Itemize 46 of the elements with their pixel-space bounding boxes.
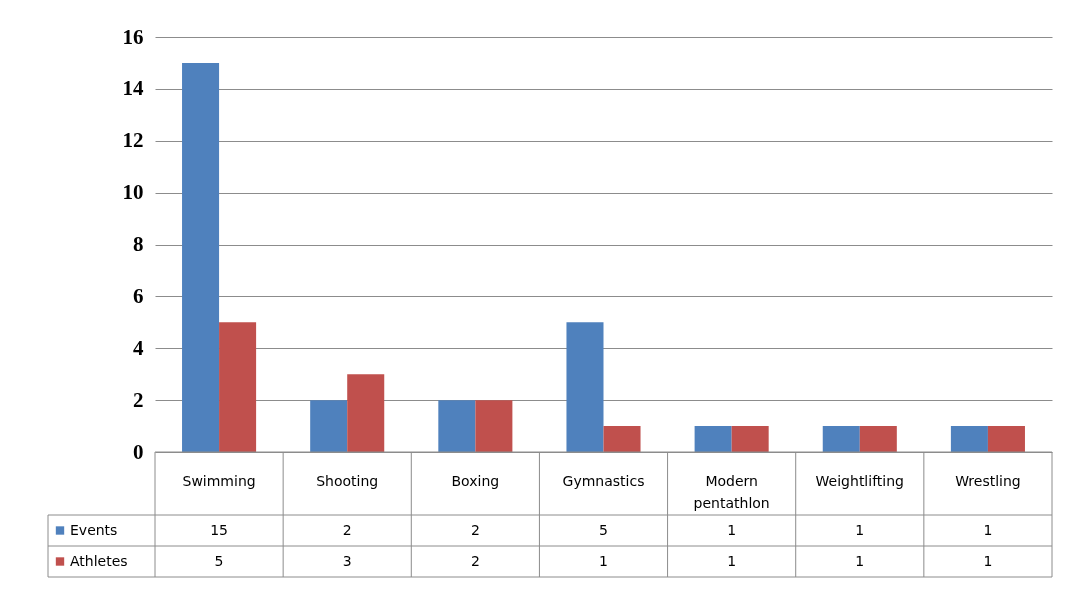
bar bbox=[859, 426, 897, 452]
y-tick-label: 8 bbox=[133, 232, 144, 256]
data-label: 2 bbox=[470, 552, 480, 569]
y-tick-label: 10 bbox=[122, 180, 144, 205]
data-label: 5 bbox=[599, 521, 608, 538]
bar bbox=[566, 322, 604, 452]
data-label: 2 bbox=[470, 521, 480, 538]
bar bbox=[219, 322, 257, 452]
data-label: 1 bbox=[983, 521, 993, 538]
y-tick-label: 2 bbox=[133, 387, 144, 412]
y-tick-label: 16 bbox=[122, 24, 144, 49]
y-tick-label: 0 bbox=[133, 439, 144, 464]
x-tick-label: Gymnastics bbox=[562, 472, 645, 489]
data-label: 2 bbox=[342, 521, 352, 538]
bar bbox=[731, 426, 769, 452]
bar bbox=[822, 426, 860, 452]
bar bbox=[603, 426, 641, 452]
data-label: 1 bbox=[727, 552, 737, 569]
data-label: 15 bbox=[210, 521, 228, 538]
data-label: 1 bbox=[983, 552, 993, 569]
y-tick-label: 4 bbox=[133, 335, 144, 360]
bar bbox=[950, 426, 988, 452]
x-tick-label: Wrestling bbox=[955, 472, 1021, 489]
data-label: 1 bbox=[855, 521, 865, 538]
bar bbox=[347, 374, 385, 452]
x-tick-label: Weightlifting bbox=[815, 472, 904, 489]
x-tick-label: Modern pentathlon bbox=[693, 472, 770, 511]
y-tick-label: 6 bbox=[133, 283, 144, 308]
y-tick-label: 14 bbox=[122, 76, 144, 101]
data-label: 5 bbox=[214, 552, 224, 569]
bar bbox=[438, 400, 476, 452]
legend-label: Events bbox=[70, 521, 118, 538]
data-label: 1 bbox=[599, 552, 608, 569]
bar bbox=[310, 400, 348, 452]
bar bbox=[475, 400, 513, 452]
x-tick-label: Boxing bbox=[451, 472, 500, 489]
data-label: 3 bbox=[342, 552, 352, 569]
bar bbox=[694, 426, 732, 452]
bar bbox=[987, 426, 1025, 452]
bar bbox=[182, 62, 220, 452]
x-tick-label: Shooting bbox=[316, 472, 379, 489]
legend-label: Athletes bbox=[70, 552, 128, 569]
x-tick-label: Swimming bbox=[182, 472, 256, 489]
data-label: 1 bbox=[727, 521, 737, 538]
data-label: 1 bbox=[855, 552, 865, 569]
y-tick-label: 12 bbox=[122, 128, 144, 153]
